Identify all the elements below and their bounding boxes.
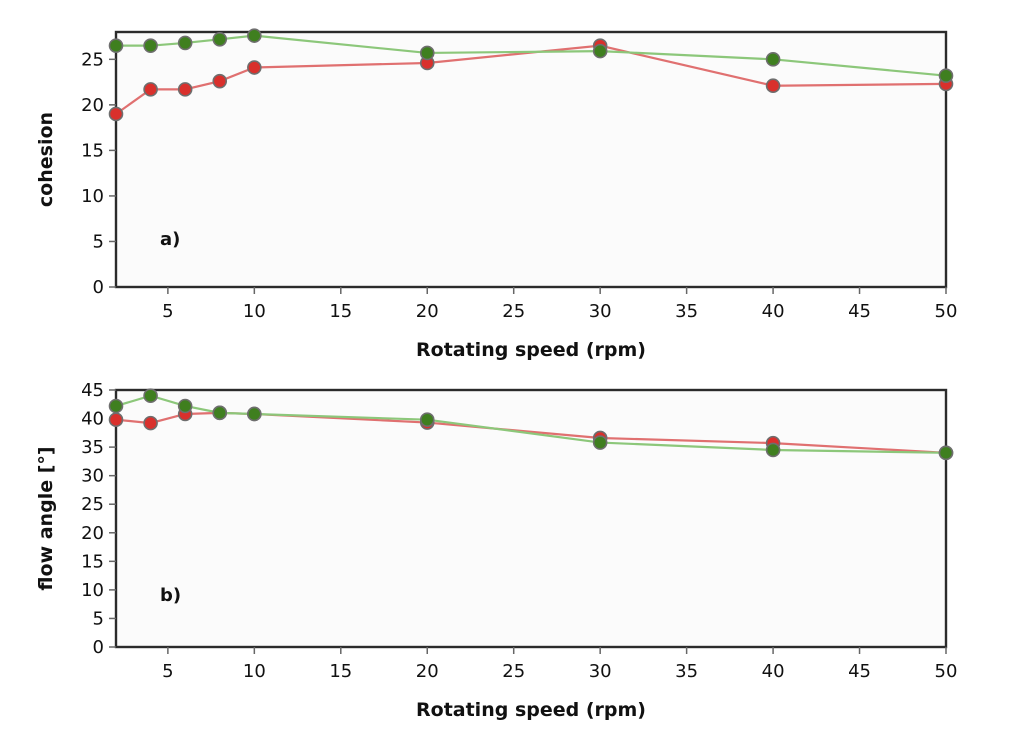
chart1-xtick-label: 40 (762, 661, 785, 682)
chart1-xtick-label: 10 (243, 661, 266, 682)
chart0-series0-point (108, 106, 124, 122)
chart0-xtick-label: 5 (162, 301, 173, 322)
chart0-series1-point (419, 45, 435, 61)
chart1-ytick-label: 15 (81, 551, 104, 572)
chart1-series1-point (143, 388, 158, 404)
chart0-series1-point (765, 52, 781, 67)
chart1-ytick-label: 10 (81, 580, 104, 601)
chart1-series0-point (143, 415, 158, 431)
chart0-series1-point (247, 28, 262, 43)
chart1-series1-point (938, 445, 954, 461)
chart0-series0-point (177, 82, 193, 97)
chart0-panel-label: a) (160, 229, 180, 250)
chart0-xtick-label: 20 (416, 301, 439, 322)
chart1-xtick-label: 35 (675, 661, 698, 682)
chart1-ytick-label: 45 (81, 380, 104, 401)
chart0-ytick-label: 0 (93, 277, 104, 298)
chart1-series1-point (177, 398, 193, 414)
chart0-xtick-label: 35 (675, 301, 698, 322)
chart0-series0-point (143, 82, 158, 97)
chart0-ytick-label: 15 (81, 140, 104, 161)
chart0-series1-point (212, 31, 228, 47)
chart0-y-axis-title: cohesion (35, 112, 57, 207)
chart0-series1-point (938, 68, 954, 84)
chart0-xtick-label: 30 (589, 301, 612, 322)
chart0-ytick-label: 20 (81, 95, 104, 116)
chart0-ytick-label: 10 (81, 186, 104, 207)
chart0-xtick-label: 45 (848, 301, 871, 322)
chart0-xtick-label: 25 (502, 301, 525, 322)
chart0-series1-point (177, 35, 193, 51)
chart0-xtick-label: 40 (762, 301, 785, 322)
chart1-ytick-label: 35 (81, 437, 104, 458)
chart0-series1-point (592, 43, 608, 59)
chart1-xtick-label: 5 (162, 661, 173, 682)
chart0-ytick-label: 5 (93, 231, 104, 252)
chart1-ytick-label: 5 (93, 608, 104, 629)
chart1-xtick-label: 30 (589, 661, 612, 682)
chart1-y-axis-title: flow angle [°] (35, 446, 57, 590)
chart1-ytick-label: 20 (81, 523, 104, 544)
chart1-xtick-label: 45 (848, 661, 871, 682)
chart1-ytick-label: 25 (81, 494, 104, 515)
chart0-xtick-label: 10 (243, 301, 266, 322)
chart1-xtick-label: 25 (502, 661, 525, 682)
chart0-xtick-label: 15 (329, 301, 352, 322)
chart1-plot-area (114, 388, 948, 649)
chart0-plot-area (114, 30, 948, 289)
chart1-xtick-label: 15 (329, 661, 352, 682)
chart0-series0-point (765, 78, 781, 94)
chart1-x-axis-title: Rotating speed (rpm) (416, 699, 646, 721)
chart1-ytick-label: 40 (81, 409, 104, 430)
chart0-panel: 5 10 15 20 25 30 35 40 45 50 0 5 10 15 20 25 Rotating sp… (35, 28, 958, 361)
chart1-series1-point (247, 406, 262, 422)
chart1-ytick-label: 0 (93, 637, 104, 658)
chart1-series1-point (108, 398, 124, 414)
chart0-series0-point (247, 60, 262, 75)
chart0-series0-point (212, 73, 228, 89)
chart1-series1-point (592, 435, 608, 450)
chart1-series1-point (765, 442, 781, 458)
chart0-ytick-label: 25 (81, 49, 104, 70)
chart1-series0-point (108, 412, 124, 427)
chart0-series1-point (108, 38, 124, 53)
chart1-panel: 5 10 15 20 25 30 35 40 45 50 0 5 10 15 20 25 30 35 40 45 Rot… (35, 380, 957, 721)
chart0-x-axis-title: Rotating speed (rpm) (416, 339, 646, 361)
chart1-ytick-label: 30 (81, 466, 104, 487)
chart0-xtick-label: 50 (935, 301, 958, 322)
chart0-series1-point (143, 38, 158, 53)
chart1-series1-point (212, 405, 228, 421)
chart1-xtick-label: 50 (935, 661, 958, 682)
chart1-series1-point (419, 412, 435, 427)
chart1-xtick-label: 20 (416, 661, 439, 682)
chart1-panel-label: b) (160, 585, 181, 606)
